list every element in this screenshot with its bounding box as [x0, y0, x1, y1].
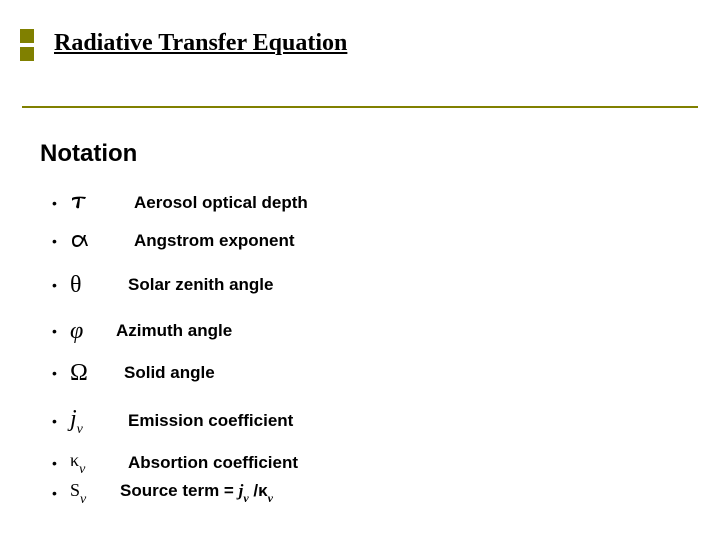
row-jv: •jv Emission coefficient — [52, 402, 308, 440]
description: Source term = jv /κv — [120, 481, 273, 504]
notation-list: • Aerosol optical depth • Angstrom exponent… — [52, 184, 308, 508]
bullet: • — [52, 366, 70, 380]
bullet: • — [52, 324, 70, 338]
symbol — [70, 228, 122, 255]
accent-square — [20, 29, 34, 43]
row-sv: •SvSource term = jv /κv — [52, 478, 308, 508]
description: Absortion coefficient — [128, 453, 298, 473]
description: Angstrom exponent — [134, 231, 295, 251]
bullet: • — [52, 486, 70, 500]
accent-square — [20, 47, 34, 61]
symbol: jv — [70, 406, 122, 437]
section-heading: Notation — [40, 140, 137, 168]
bullet: • — [52, 456, 70, 470]
description: Emission coefficient — [128, 411, 293, 431]
symbol: Sv — [70, 480, 122, 506]
description: Aerosol optical depth — [134, 193, 308, 213]
row-omega: •ΩSolid angle — [52, 354, 308, 392]
symbol: Ω — [70, 360, 122, 387]
page-title: Radiative Transfer Equation — [54, 30, 347, 57]
row-tau: • Aerosol optical depth — [52, 184, 308, 222]
row-alpha: • Angstrom exponent — [52, 222, 308, 260]
row-kv: •κv Absortion coefficient — [52, 448, 308, 478]
row-theta: •θ Solar zenith angle — [52, 266, 308, 304]
bullet: • — [52, 414, 70, 428]
bullet: • — [52, 234, 70, 248]
symbol — [70, 190, 122, 217]
bullet: • — [52, 196, 70, 210]
description: Azimuth angle — [116, 321, 232, 341]
row-phi: •φAzimuth angle — [52, 312, 308, 350]
divider — [22, 106, 698, 108]
description: Solar zenith angle — [128, 275, 273, 295]
symbol: φ — [70, 318, 122, 345]
symbol: κv — [70, 450, 122, 476]
slide: Radiative Transfer Equation Notation • Ae… — [0, 0, 720, 540]
bullet: • — [52, 278, 70, 292]
symbol: θ — [70, 272, 122, 299]
description: Solid angle — [124, 363, 215, 383]
